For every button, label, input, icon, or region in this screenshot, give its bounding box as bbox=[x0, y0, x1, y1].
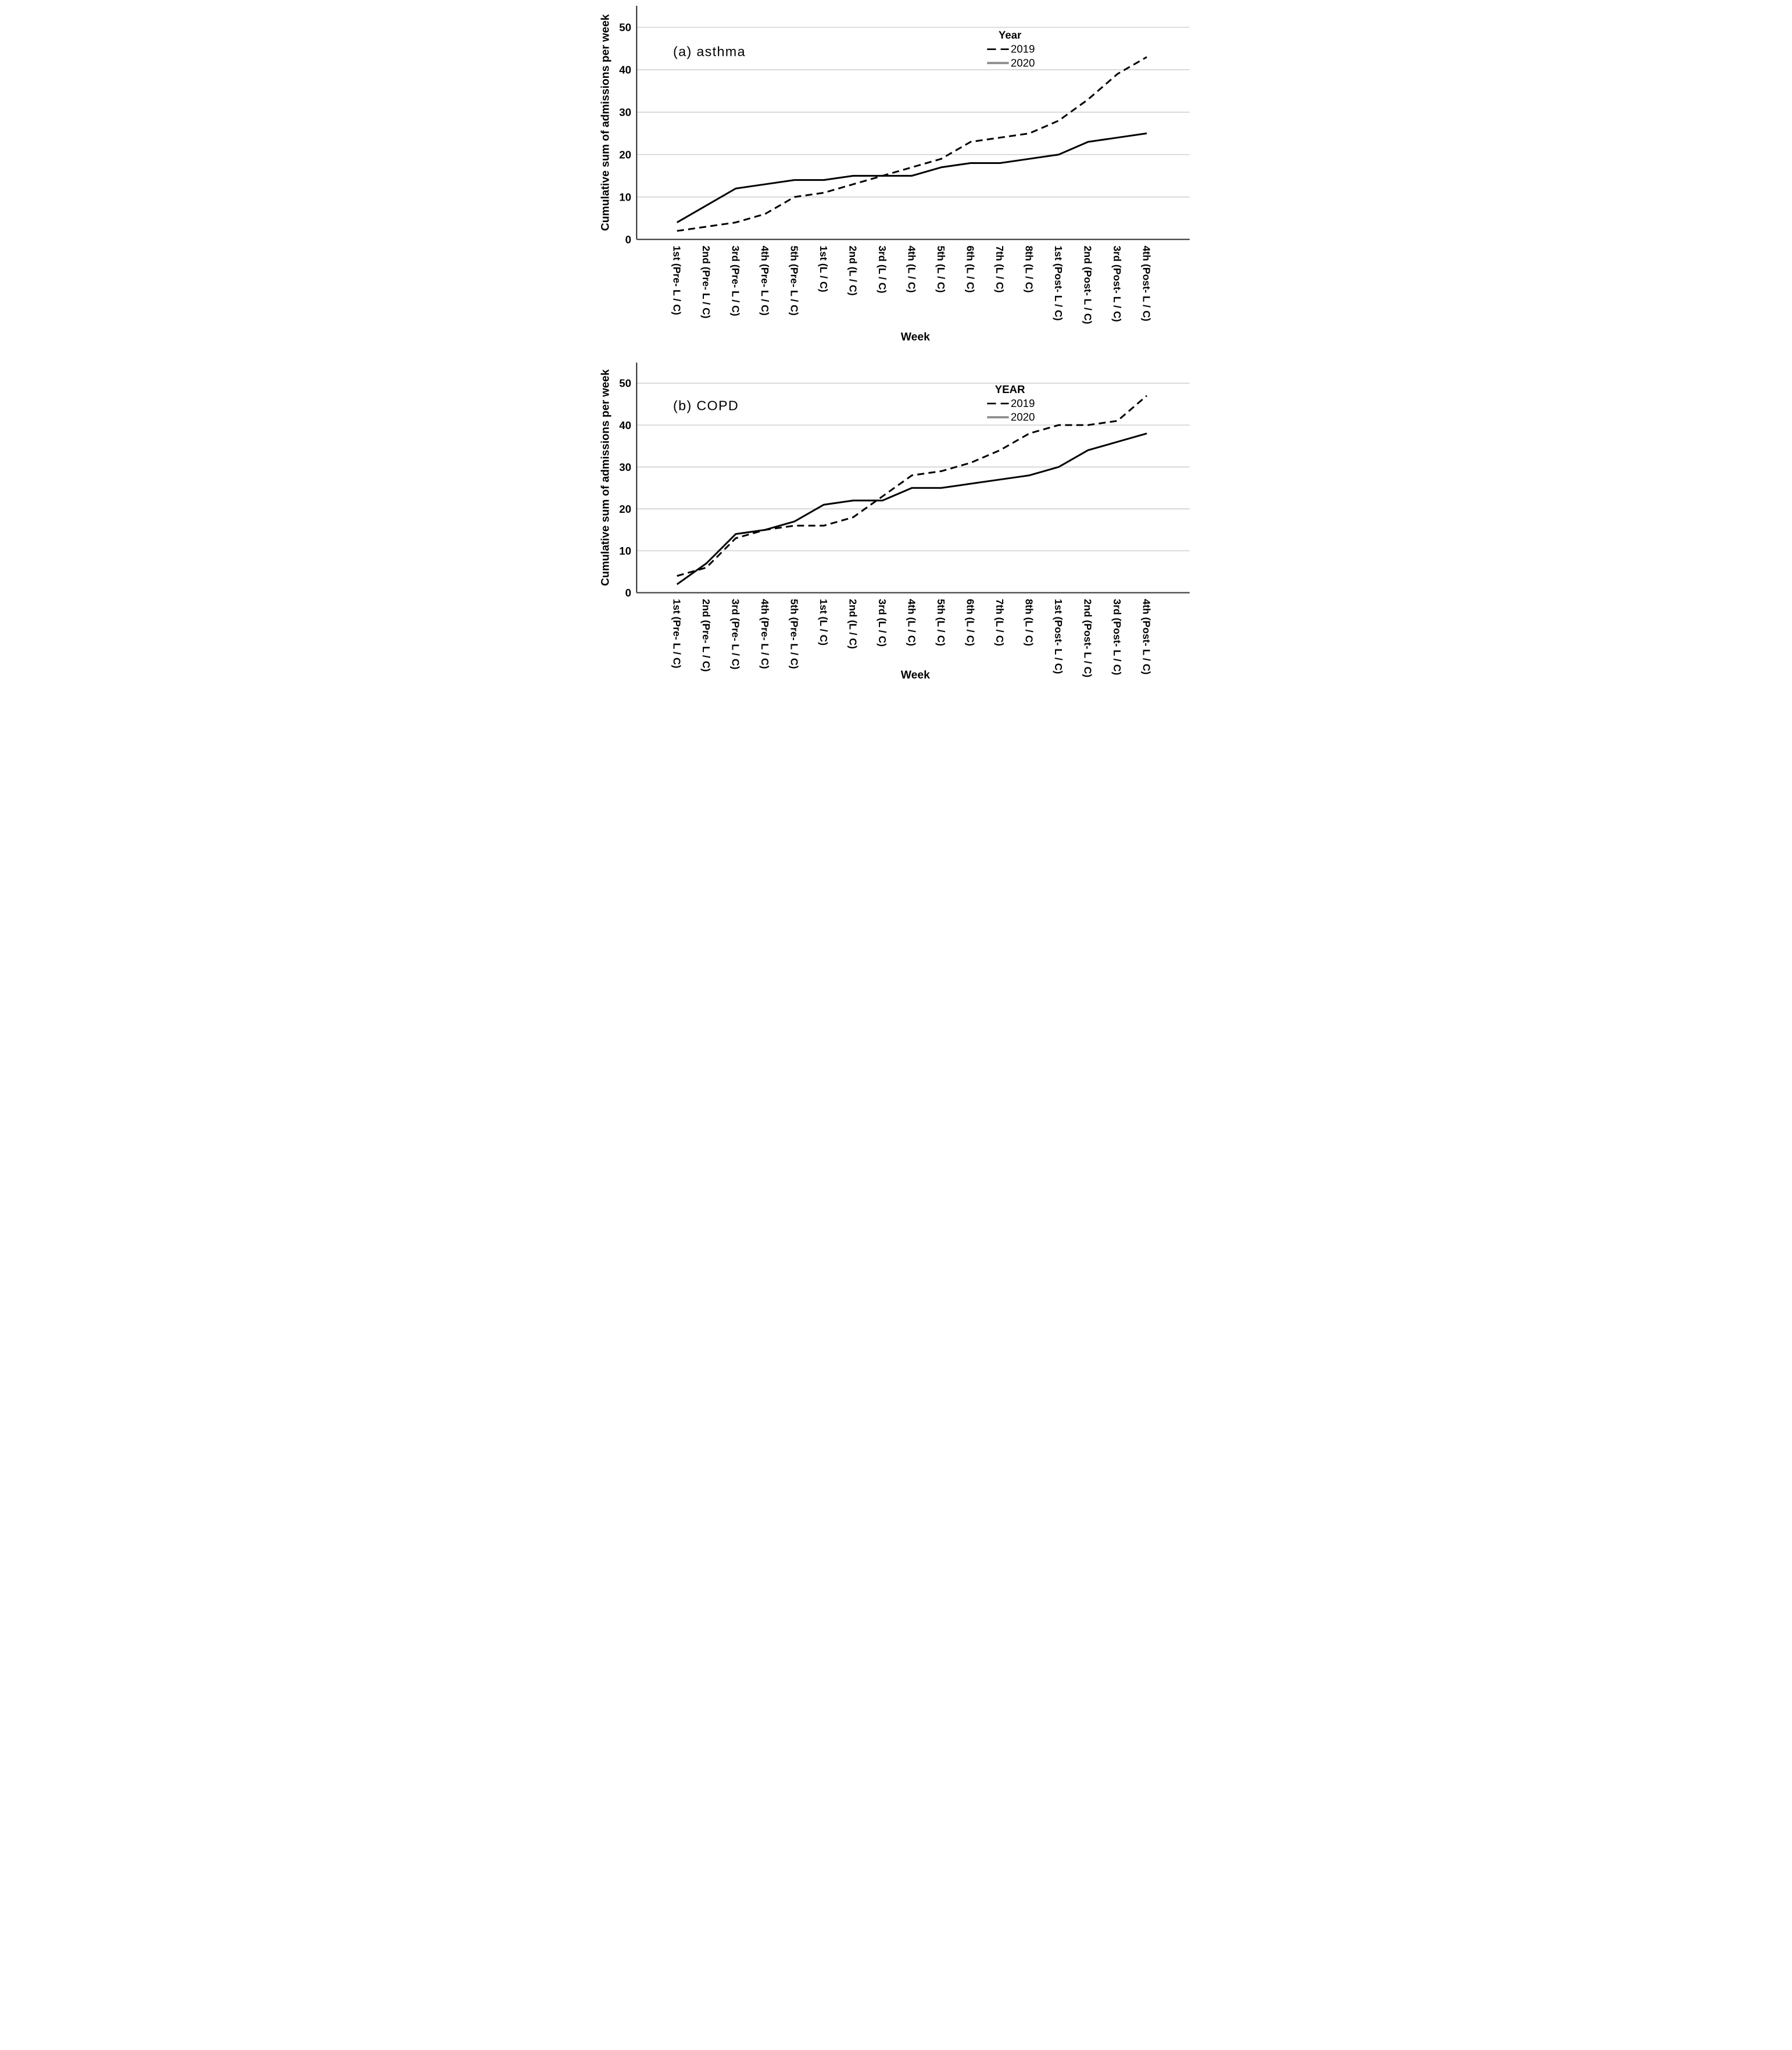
x-category-label: 5th (L / C) bbox=[935, 245, 947, 292]
y-tick-labels: 0 10 20 30 40 50 bbox=[619, 22, 631, 246]
y-tick-labels: 0 10 20 30 40 50 bbox=[619, 377, 631, 599]
x-category-label: 8th (L / C) bbox=[1023, 245, 1035, 292]
legend-title: Year bbox=[998, 29, 1021, 41]
legend-label-2020: 2020 bbox=[1010, 56, 1035, 69]
x-category-label: 1st (Post- L / C) bbox=[1053, 245, 1064, 320]
x-category-label: 1st (L / C) bbox=[817, 245, 829, 292]
asthma-line-chart: 0 10 20 30 40 50 Cumulative sum of admissions … bbox=[599, 6, 1190, 342]
x-category-label: 4th (L / C) bbox=[906, 245, 917, 292]
x-category-label: 4th (Pre- L / C) bbox=[759, 599, 770, 669]
y-tick-label-10: 10 bbox=[619, 191, 631, 203]
x-category-label: 5th (Pre- L / C) bbox=[788, 599, 800, 669]
x-category-label: 5th (L / C) bbox=[935, 599, 947, 646]
panel-label: (a) asthma bbox=[673, 44, 746, 59]
y-tick-label-10: 10 bbox=[619, 545, 631, 557]
y-tick-label-40: 40 bbox=[619, 419, 631, 431]
y-tick-label-40: 40 bbox=[619, 64, 631, 76]
legend: YEAR 2019 2020 bbox=[986, 383, 1035, 423]
x-category-label: 2nd (Pre- L / C) bbox=[700, 245, 711, 318]
x-category-label: 4th (Post- L / C) bbox=[1140, 599, 1152, 674]
x-category-label: 3rd (L / C) bbox=[876, 245, 888, 293]
panel-label: (b) COPD bbox=[673, 398, 739, 413]
x-category-label: 3rd (Post- L / C) bbox=[1111, 599, 1123, 675]
x-category-label: 2nd (Pre- L / C) bbox=[700, 599, 711, 672]
y-tick-label-50: 50 bbox=[619, 377, 631, 390]
y-tick-label-20: 20 bbox=[619, 149, 631, 161]
y-tick-label-30: 30 bbox=[619, 106, 631, 119]
copd-line-chart: 0 10 20 30 40 50 Cumulative sum of admissions … bbox=[599, 362, 1190, 681]
x-category-label: 3rd (Post- L / C) bbox=[1111, 245, 1123, 322]
chart-panel-asthma: 0 10 20 30 40 50 Cumulative sum of admissions … bbox=[598, 0, 1195, 342]
x-category-label: 1st (Pre- L / C) bbox=[671, 599, 682, 668]
x-category-label: 7th (L / C) bbox=[994, 245, 1006, 292]
x-category-label: 4th (Post- L / C) bbox=[1140, 245, 1152, 321]
gridlines bbox=[636, 383, 1190, 551]
x-category-label: 2nd (Post- L / C) bbox=[1082, 245, 1093, 324]
x-category-label: 4th (Pre- L / C) bbox=[759, 245, 770, 315]
x-axis-title: Week bbox=[900, 669, 929, 681]
x-category-label: 3rd (Pre- L / C) bbox=[729, 599, 741, 669]
x-axis-title: Week bbox=[900, 331, 929, 342]
y-tick-label-0: 0 bbox=[625, 233, 631, 245]
x-category-label: 5th (Pre- L / C) bbox=[788, 245, 800, 315]
y-tick-label-30: 30 bbox=[619, 461, 631, 473]
chart-panel-copd: 0 10 20 30 40 50 Cumulative sum of admissions … bbox=[598, 342, 1195, 684]
y-tick-label-50: 50 bbox=[619, 22, 631, 34]
legend-label-2020: 2020 bbox=[1010, 411, 1035, 423]
y-axis-title: Cumulative sum of admissions per week bbox=[599, 369, 611, 586]
x-category-labels: 1st (Pre- L / C) 2nd (Pre- L / C) 3rd (Pre… bbox=[671, 245, 1152, 324]
x-category-label: 2nd (Post- L / C) bbox=[1082, 599, 1093, 677]
x-category-label: 7th (L / C) bbox=[994, 599, 1006, 646]
x-category-label: 6th (L / C) bbox=[964, 245, 976, 292]
x-category-label: 3rd (L / C) bbox=[876, 599, 888, 647]
x-category-label: 2nd (L / C) bbox=[847, 245, 859, 295]
legend-label-2019: 2019 bbox=[1010, 43, 1035, 55]
x-category-label: 1st (Pre- L / C) bbox=[671, 245, 682, 315]
series-line-2020 bbox=[676, 432, 1147, 585]
y-tick-label-0: 0 bbox=[625, 587, 631, 599]
legend-title: YEAR bbox=[995, 383, 1025, 395]
x-category-label: 6th (L / C) bbox=[964, 599, 976, 646]
y-tick-label-20: 20 bbox=[619, 503, 631, 515]
figure-page: 0 10 20 30 40 50 Cumulative sum of admissions … bbox=[597, 0, 1195, 684]
x-category-label: 8th (L / C) bbox=[1023, 599, 1035, 646]
x-category-labels: 1st (Pre- L / C) 2nd (Pre- L / C) 3rd (Pre… bbox=[671, 599, 1152, 677]
gridlines bbox=[636, 27, 1190, 198]
series-line-2019 bbox=[676, 395, 1147, 577]
y-axis-title: Cumulative sum of admissions per week bbox=[599, 14, 611, 231]
series-line-2020 bbox=[676, 132, 1147, 223]
x-category-label: 3rd (Pre- L / C) bbox=[729, 245, 741, 316]
series-line-2019 bbox=[677, 56, 1147, 232]
legend-label-2019: 2019 bbox=[1010, 397, 1035, 409]
x-category-label: 1st (L / C) bbox=[817, 599, 829, 645]
x-category-label: 1st (Post- L / C) bbox=[1053, 599, 1064, 674]
x-category-label: 4th (L / C) bbox=[906, 599, 917, 646]
x-category-label: 2nd (L / C) bbox=[847, 599, 859, 649]
